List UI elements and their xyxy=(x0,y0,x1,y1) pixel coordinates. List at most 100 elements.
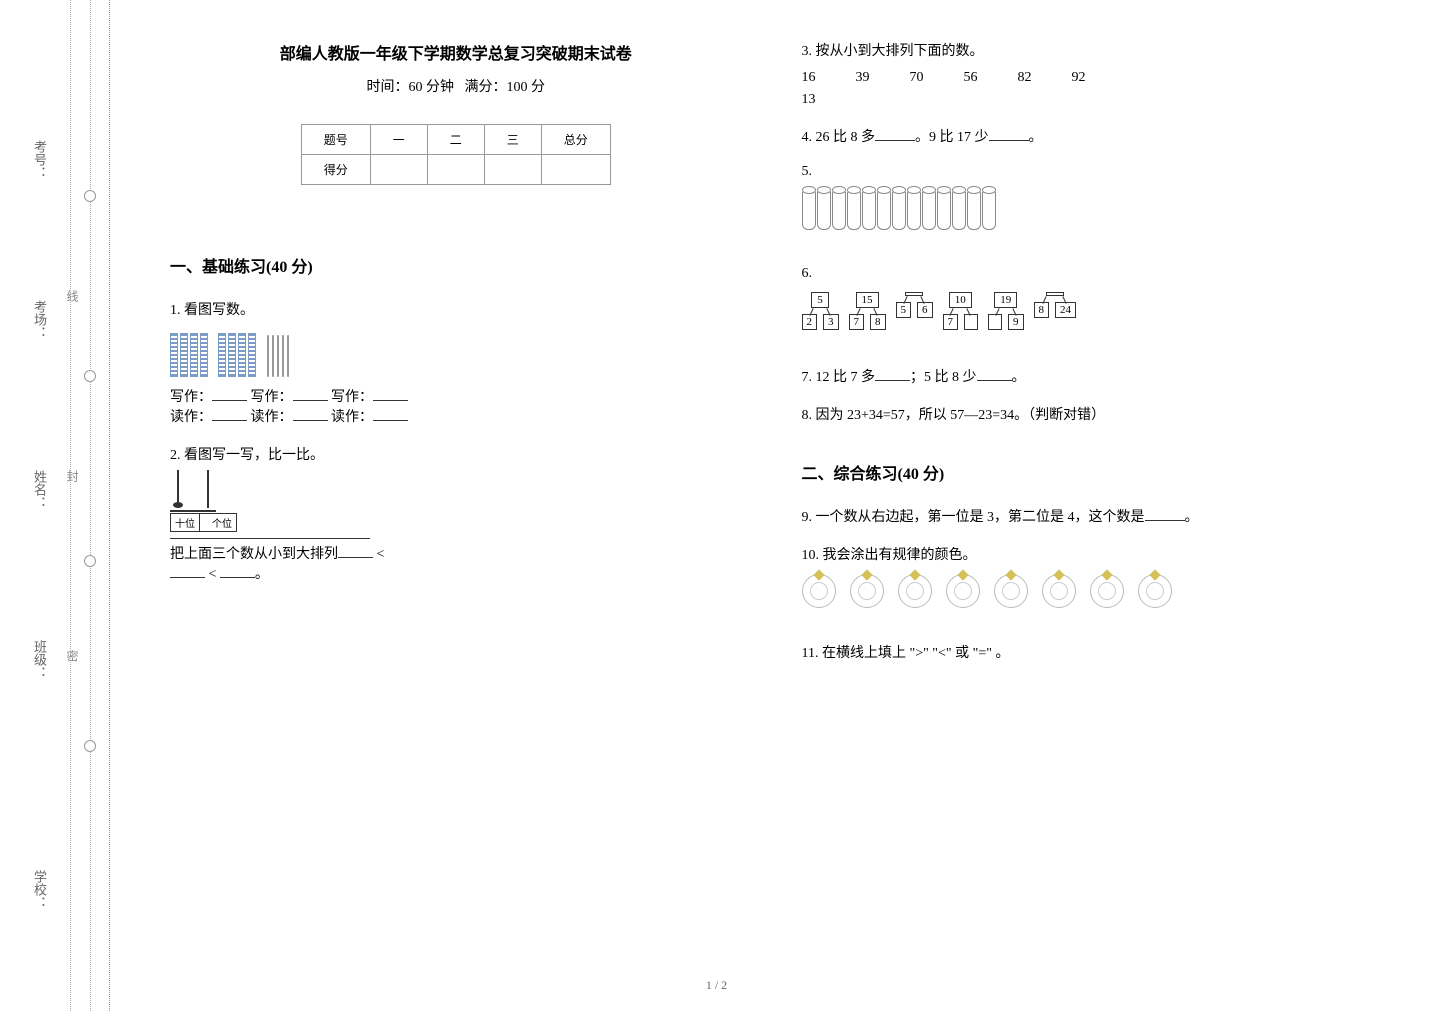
split-bot: 9 xyxy=(1008,314,1024,330)
question-9: 9. 一个数从右边起，第一位是 3，第二位是 4，这个数是 。 xyxy=(802,506,1374,526)
cylinder-icon xyxy=(982,188,996,230)
tens-label: 十位 xyxy=(171,514,200,531)
blank xyxy=(977,367,1012,381)
blank xyxy=(170,564,205,578)
bead-icon xyxy=(173,502,183,508)
coin-icon xyxy=(994,574,1028,608)
stick-icon xyxy=(282,335,284,377)
split-branches: 8 24 xyxy=(1034,302,1077,318)
blank xyxy=(373,387,408,401)
margin-label: 班级： xyxy=(30,640,49,679)
coin-icon xyxy=(898,574,932,608)
section-title-1: 一、基础练习(40 分) xyxy=(170,253,742,277)
split-diagram: 10 7 xyxy=(943,292,979,330)
split-bot: 8 xyxy=(1034,302,1050,318)
bar-icon xyxy=(238,333,246,377)
split-diagram: 19 9 xyxy=(988,292,1024,330)
question-1: 1. 看图写数。 xyxy=(170,299,742,426)
sticks-group xyxy=(267,335,289,377)
margin-label: 考号： xyxy=(30,140,49,179)
split-branches: 7 8 xyxy=(849,314,886,330)
q-text: 3. 按从小到大排列下面的数。 xyxy=(802,40,1374,60)
abacus-frame xyxy=(170,470,216,512)
cylinder-icon xyxy=(922,188,936,230)
td xyxy=(427,155,484,185)
q9-a: 9. 一个数从右边起，第一位是 3，第二位是 4，这个数是 xyxy=(802,510,1145,525)
blank xyxy=(293,407,328,421)
q-text: 1. 看图写数。 xyxy=(170,299,742,319)
split-bot: 6 xyxy=(917,302,933,318)
coin-inner xyxy=(858,582,876,600)
num: 56 xyxy=(964,70,978,86)
q-text: 6. xyxy=(802,266,1374,282)
margin-label: 学校： xyxy=(30,870,49,909)
circle-marker xyxy=(84,740,96,752)
abacus-labels: 十位 个位 xyxy=(170,513,237,532)
read-label: 读作： xyxy=(251,410,293,425)
split-bot xyxy=(964,314,978,330)
page-number: 1 / 2 xyxy=(706,978,727,993)
coin-icon xyxy=(802,574,836,608)
q2-sort: 把上面三个数从小到大排列 < xyxy=(170,543,742,563)
cylinder-icon xyxy=(802,188,816,230)
time-text: 时间：60 分钟 xyxy=(367,80,455,95)
cylinder-icon xyxy=(892,188,906,230)
blank xyxy=(338,544,373,558)
blank xyxy=(989,127,1029,141)
question-6: 6. 5 2 3 15 7 8 xyxy=(802,266,1374,348)
q1-answers-2: 读作： 读作： 读作： xyxy=(170,406,742,426)
th: 题号 xyxy=(301,125,370,155)
gem-icon xyxy=(957,569,968,580)
cylinder-icon xyxy=(907,188,921,230)
coin-icon xyxy=(946,574,980,608)
split-bot: 2 xyxy=(802,314,818,330)
bar-icon xyxy=(170,333,178,377)
question-10: 10. 我会涂出有规律的颜色。 xyxy=(802,544,1374,624)
split-top: 19 xyxy=(994,292,1017,308)
blank xyxy=(875,127,915,141)
coin-inner xyxy=(1050,582,1068,600)
abacus-rod xyxy=(177,470,179,508)
q7-b: ；5 比 8 少 xyxy=(910,370,977,385)
coin-inner xyxy=(954,582,972,600)
write-label: 写作： xyxy=(251,390,293,405)
split-branches: 2 3 xyxy=(802,314,839,330)
split-diagram: 15 7 8 xyxy=(849,292,886,330)
sort-text: 把上面三个数从小到大排列 xyxy=(170,547,338,562)
bar-icon xyxy=(228,333,236,377)
question-5: 5. xyxy=(802,164,1374,248)
question-2: 2. 看图写一写，比一比。 xyxy=(170,444,742,583)
abacus-col xyxy=(170,470,186,508)
score-table: 题号 一 二 三 总分 得分 xyxy=(301,124,611,185)
split-bot: 3 xyxy=(823,314,839,330)
num: 13 xyxy=(802,92,1374,108)
cylinder-icon xyxy=(862,188,876,230)
q-text: 10. 我会涂出有规律的颜色。 xyxy=(802,544,1374,564)
binding-margin: 考号： 考场： 姓名： 班级： 学校： 线 封 密 xyxy=(0,0,110,1011)
stick-icon xyxy=(267,335,269,377)
seal-char: 密 xyxy=(64,650,81,662)
th: 二 xyxy=(427,125,484,155)
question-4: 4. 26 比 8 多。9 比 17 少。 xyxy=(802,126,1374,146)
num-row: 16 39 70 56 82 92 xyxy=(802,70,1374,86)
td: 得分 xyxy=(301,155,370,185)
margin-label: 姓名： xyxy=(30,470,49,509)
abacus-cols xyxy=(170,470,216,508)
read-label: 读作： xyxy=(331,410,373,425)
split-top: 5 xyxy=(811,292,829,308)
split-top xyxy=(1046,292,1064,296)
q7-a: 7. 12 比 7 多 xyxy=(802,370,876,385)
num: 82 xyxy=(1018,70,1032,86)
num: 92 xyxy=(1072,70,1086,86)
q4-c: 。 xyxy=(1029,130,1043,145)
split-bot: 8 xyxy=(870,314,886,330)
coin-inner xyxy=(810,582,828,600)
seal-char: 线 xyxy=(64,290,81,302)
split-boxes: 5 2 3 15 7 8 xyxy=(802,292,1374,330)
q9-b: 。 xyxy=(1185,510,1199,525)
blank xyxy=(1145,507,1185,521)
stick-icon xyxy=(287,335,289,377)
coins-row xyxy=(802,574,1374,608)
q2-sort-2: < 。 xyxy=(170,563,742,583)
split-diagram: 8 24 xyxy=(1034,292,1077,330)
